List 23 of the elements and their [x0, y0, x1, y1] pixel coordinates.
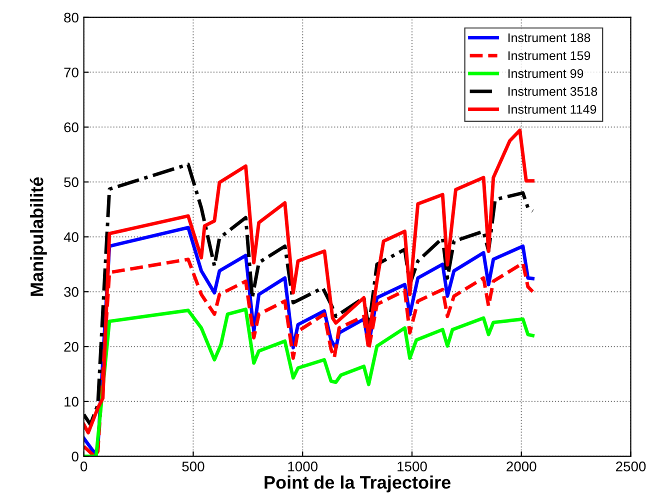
x-tick-label: 1000 — [288, 462, 318, 472]
x-tick-label: 1500 — [398, 462, 427, 472]
legend-label: Instrument 188 — [508, 33, 590, 42]
y-tick-label: 80 — [64, 12, 78, 23]
y-axis-title: Manipulabilité — [30, 177, 47, 296]
y-tick-label: 10 — [64, 396, 78, 407]
y-tick-label: 70 — [64, 68, 78, 78]
legend-label: Instrument 3518 — [508, 87, 598, 96]
y-tick-label: 0 — [72, 452, 78, 462]
y-tick-label: 20 — [64, 342, 78, 352]
y-tick-label: 30 — [64, 287, 78, 297]
legend-label: Instrument 99 — [508, 69, 584, 78]
legend-label: Instrument 159 — [508, 51, 590, 60]
legend-label: Instrument 1149 — [508, 104, 596, 114]
y-tick-label: 60 — [64, 122, 78, 132]
y-tick-label: 50 — [64, 177, 78, 188]
x-tick-label: 0 — [80, 462, 88, 472]
x-axis-title: Point de la Trajectoire — [264, 476, 451, 492]
line-series — [84, 308, 534, 456]
y-tick-label: 40 — [64, 232, 78, 242]
x-tick-label: 2500 — [616, 462, 646, 472]
x-tick-label: 2000 — [506, 462, 536, 472]
x-tick-label: 500 — [182, 462, 204, 472]
